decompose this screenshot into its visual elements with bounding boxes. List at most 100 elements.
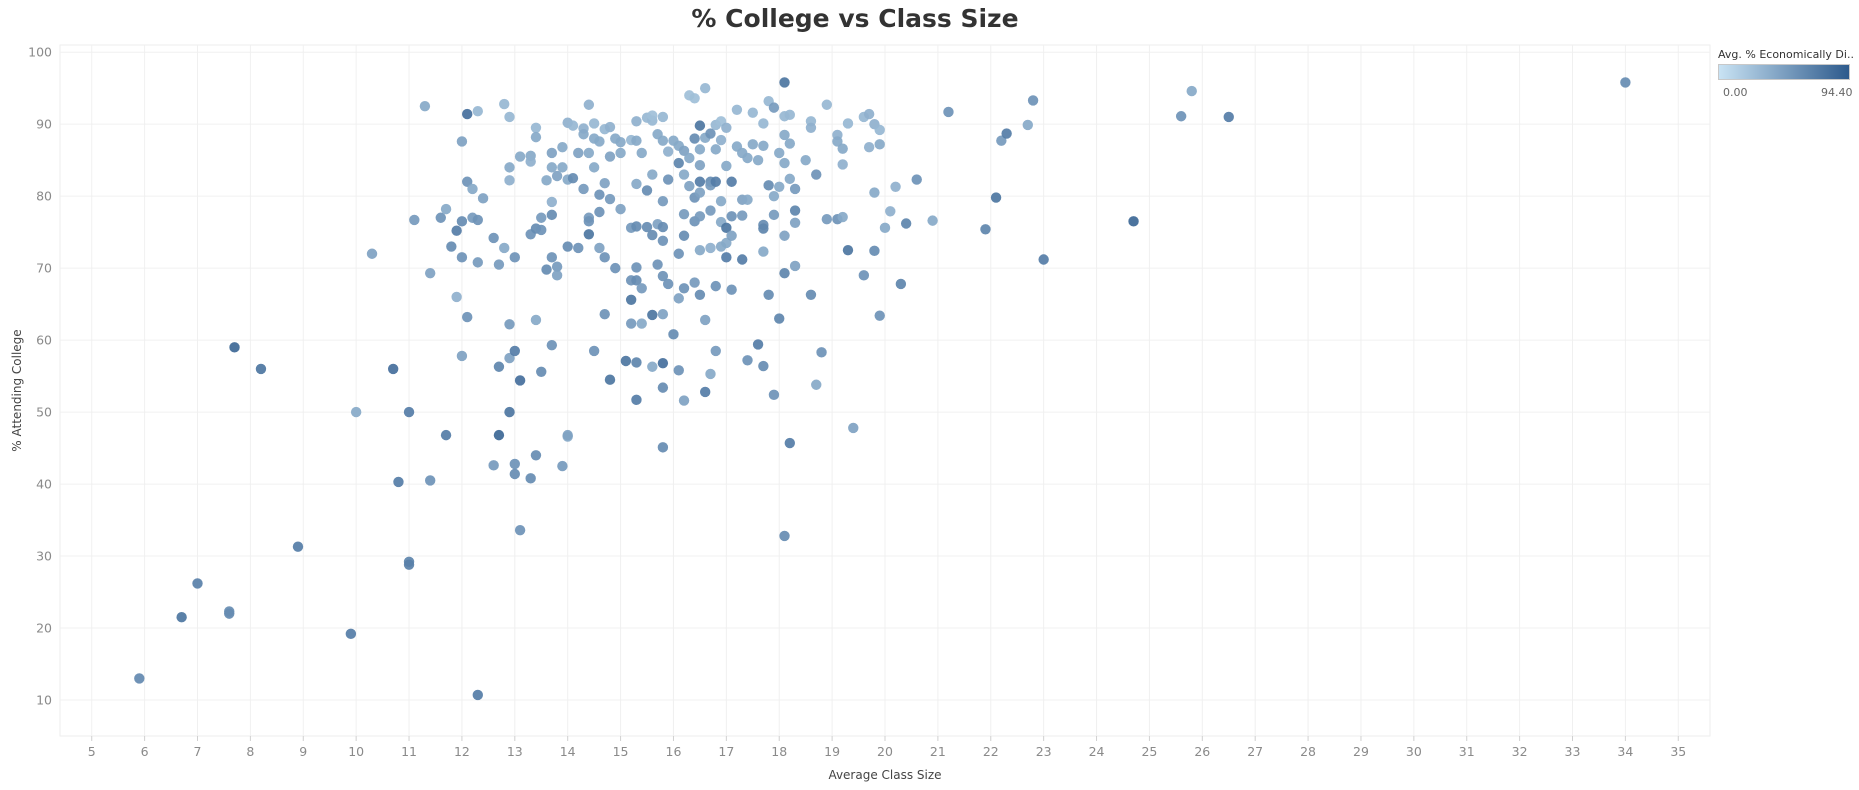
data-point[interactable] <box>636 147 647 159</box>
data-point[interactable] <box>615 147 626 159</box>
data-point[interactable] <box>620 355 632 367</box>
data-point[interactable] <box>737 210 748 221</box>
data-point[interactable] <box>647 229 658 241</box>
data-point[interactable] <box>541 175 552 186</box>
data-point[interactable] <box>504 406 515 418</box>
data-point[interactable] <box>890 181 901 192</box>
data-point[interactable] <box>789 205 801 216</box>
data-point[interactable] <box>768 209 780 221</box>
data-point[interactable] <box>594 242 605 254</box>
data-point[interactable] <box>631 357 642 368</box>
data-point[interactable] <box>599 252 610 263</box>
data-point[interactable] <box>604 151 616 162</box>
data-point[interactable] <box>1186 85 1197 97</box>
data-point[interactable] <box>837 143 848 154</box>
data-point[interactable] <box>588 118 600 129</box>
data-point[interactable] <box>546 209 558 221</box>
data-point[interactable] <box>631 275 642 286</box>
data-point[interactable] <box>747 139 758 150</box>
data-point[interactable] <box>403 559 415 570</box>
data-point[interactable] <box>456 216 468 227</box>
data-point[interactable] <box>604 193 616 205</box>
data-point[interactable] <box>477 193 489 204</box>
data-point[interactable] <box>694 187 706 198</box>
data-point[interactable] <box>657 270 669 282</box>
data-point[interactable] <box>504 162 515 173</box>
data-point[interactable] <box>546 252 558 263</box>
data-point[interactable] <box>678 208 690 220</box>
data-point[interactable] <box>472 257 483 268</box>
data-point[interactable] <box>1027 95 1039 106</box>
data-point[interactable] <box>673 365 684 376</box>
data-point[interactable] <box>583 229 595 240</box>
data-point[interactable] <box>615 203 626 215</box>
data-point[interactable] <box>631 178 642 190</box>
data-point[interactable] <box>625 294 637 306</box>
data-point[interactable] <box>789 217 801 228</box>
data-point[interactable] <box>694 160 706 171</box>
data-point[interactable] <box>742 152 753 164</box>
data-point[interactable] <box>758 118 769 129</box>
data-point[interactable] <box>440 429 452 441</box>
data-point[interactable] <box>779 157 790 169</box>
data-point[interactable] <box>176 612 187 623</box>
data-point[interactable] <box>694 244 706 256</box>
data-point[interactable] <box>673 157 684 169</box>
data-point[interactable] <box>525 473 536 484</box>
data-point[interactable] <box>647 309 658 321</box>
data-point[interactable] <box>863 108 875 120</box>
data-point[interactable] <box>419 100 431 112</box>
data-point[interactable] <box>784 138 796 149</box>
data-point[interactable] <box>467 183 478 195</box>
data-point[interactable] <box>578 129 589 140</box>
data-point[interactable] <box>678 230 690 241</box>
data-point[interactable] <box>837 211 848 223</box>
data-point[interactable] <box>842 244 854 256</box>
data-point[interactable] <box>583 99 595 110</box>
data-point[interactable] <box>879 222 891 234</box>
data-point[interactable] <box>509 468 521 480</box>
data-point[interactable] <box>758 223 769 234</box>
data-point[interactable] <box>673 248 684 259</box>
data-point[interactable] <box>848 422 859 434</box>
data-point[interactable] <box>747 107 758 118</box>
data-point[interactable] <box>456 350 468 362</box>
data-point[interactable] <box>599 178 610 189</box>
data-point[interactable] <box>721 160 732 172</box>
data-point[interactable] <box>435 212 446 223</box>
data-point[interactable] <box>557 460 568 472</box>
data-point[interactable] <box>514 524 526 536</box>
data-point[interactable] <box>694 176 706 187</box>
data-point[interactable] <box>424 267 436 279</box>
data-point[interactable] <box>604 374 616 385</box>
data-point[interactable] <box>657 442 669 453</box>
data-point[interactable] <box>789 260 801 272</box>
data-point[interactable] <box>705 128 716 139</box>
data-point[interactable] <box>789 183 801 195</box>
data-point[interactable] <box>657 235 669 246</box>
data-point[interactable] <box>699 386 711 398</box>
data-point[interactable] <box>805 289 817 300</box>
data-point[interactable] <box>409 214 420 226</box>
data-point[interactable] <box>366 248 378 259</box>
data-point[interactable] <box>657 382 669 393</box>
data-point[interactable] <box>594 206 605 218</box>
data-point[interactable] <box>631 135 642 146</box>
data-point[interactable] <box>900 218 912 229</box>
data-point[interactable] <box>895 278 907 290</box>
data-point[interactable] <box>345 628 357 639</box>
data-point[interactable] <box>752 339 764 350</box>
data-point[interactable] <box>779 77 790 88</box>
data-point[interactable] <box>530 314 542 326</box>
data-point[interactable] <box>578 183 589 195</box>
data-point[interactable] <box>557 142 568 153</box>
data-point[interactable] <box>424 475 436 486</box>
data-point[interactable] <box>774 181 785 192</box>
data-point[interactable] <box>710 144 721 155</box>
data-point[interactable] <box>546 196 558 208</box>
data-point[interactable] <box>641 221 653 233</box>
data-point[interactable] <box>758 140 769 151</box>
data-point[interactable] <box>705 242 716 254</box>
data-point[interactable] <box>440 203 452 215</box>
data-point[interactable] <box>509 252 521 263</box>
